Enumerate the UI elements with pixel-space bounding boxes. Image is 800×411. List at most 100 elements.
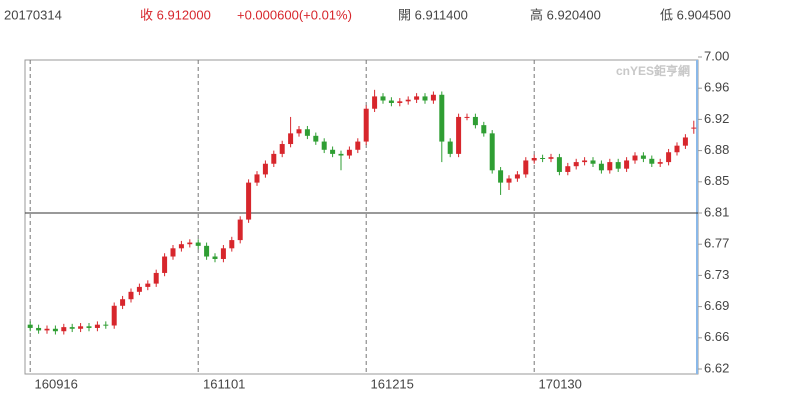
candle-body xyxy=(540,157,546,159)
x-tick-label: 161101 xyxy=(203,376,245,391)
candle-body xyxy=(439,94,445,142)
candle-body xyxy=(632,155,638,161)
candle-body xyxy=(615,162,621,169)
candle-body xyxy=(691,127,697,129)
y-tick-label: 6.69 xyxy=(704,298,729,313)
candle-body xyxy=(506,178,512,183)
header-close: 收 6.912000 xyxy=(140,7,211,22)
candle-body xyxy=(304,129,310,136)
candle-body xyxy=(195,242,201,246)
candle-body xyxy=(330,149,336,154)
y-tick-label: 6.92 xyxy=(704,111,729,126)
candle-body xyxy=(649,158,655,164)
candle-body xyxy=(657,162,663,164)
candle-body xyxy=(447,141,453,154)
watermark: cnYES鉅亨網 xyxy=(616,63,690,78)
y-tick-label: 6.85 xyxy=(704,173,729,188)
candle-body xyxy=(472,116,478,126)
candle-body xyxy=(372,96,378,109)
candle-body xyxy=(237,219,243,241)
candle-body xyxy=(78,326,84,329)
candle-body xyxy=(380,96,386,101)
candle-body xyxy=(162,256,168,273)
candle-body xyxy=(363,108,369,142)
candle-body xyxy=(212,256,218,259)
candle-body xyxy=(456,116,462,154)
candle-body xyxy=(220,248,226,259)
candle-body xyxy=(582,160,588,163)
candle-body xyxy=(204,245,210,257)
candle-body xyxy=(321,141,327,150)
candle-body xyxy=(86,326,92,328)
candle-body xyxy=(94,324,100,328)
candle-body xyxy=(36,327,42,331)
candle-body xyxy=(69,327,75,329)
candle-body xyxy=(271,153,277,164)
y-tick-label: 6.96 xyxy=(704,80,729,95)
candle-body xyxy=(666,152,672,163)
candle-body xyxy=(422,96,428,101)
candle-body xyxy=(481,125,487,134)
candle-body xyxy=(531,157,537,161)
candle-body xyxy=(607,162,613,171)
candle-body xyxy=(598,163,604,171)
candle-body xyxy=(254,174,260,183)
y-tick-label: 6.73 xyxy=(704,267,729,282)
candle-body xyxy=(590,160,596,164)
candle-body xyxy=(153,272,159,284)
candle-body xyxy=(674,145,680,153)
candle-body xyxy=(296,129,302,134)
header-change: +0.000600(+0.01%) xyxy=(237,7,352,22)
candle-body xyxy=(498,170,504,183)
candle-body xyxy=(52,328,58,332)
candle-body xyxy=(464,116,470,118)
header-high: 高 6.920400 xyxy=(530,7,601,22)
candle-body xyxy=(288,133,294,145)
candle-body xyxy=(514,174,520,179)
candle-body xyxy=(103,324,109,326)
candle-body xyxy=(573,162,579,167)
candle-body xyxy=(128,291,134,300)
candle-body xyxy=(548,157,554,159)
y-tick-label: 6.88 xyxy=(704,142,729,157)
x-tick-label: 170130 xyxy=(539,376,582,391)
candle-body xyxy=(640,155,646,159)
candle-body xyxy=(120,299,126,306)
candle-body xyxy=(246,182,252,220)
candle-body xyxy=(624,160,630,169)
candle-body xyxy=(170,248,176,257)
plot-frame xyxy=(24,59,699,375)
candle-body xyxy=(313,135,319,142)
header-low: 低 6.904500 xyxy=(660,7,731,22)
header-date: 20170314 xyxy=(4,7,62,22)
candle-body xyxy=(346,149,352,156)
candle-body xyxy=(178,244,184,249)
x-tick-label: 161215 xyxy=(371,376,414,391)
candle-body xyxy=(565,166,571,172)
candle-body xyxy=(279,144,285,154)
candle-body xyxy=(523,160,529,175)
candle-body xyxy=(136,286,142,292)
candle-body xyxy=(489,133,495,171)
candle-body xyxy=(27,324,33,328)
candle-body xyxy=(397,101,403,103)
header-open: 開 6.911400 xyxy=(398,7,468,22)
y-tick-label: 6.66 xyxy=(704,329,729,344)
candle-body xyxy=(44,328,50,331)
candle-body xyxy=(414,96,420,100)
candle-body xyxy=(145,283,151,287)
y-tick-label: 7.00 xyxy=(704,48,729,63)
x-tick-label: 160916 xyxy=(35,376,78,391)
candle-body xyxy=(556,157,562,172)
candle-body xyxy=(355,141,361,150)
candle-body xyxy=(388,100,394,103)
candle-body xyxy=(682,137,688,146)
candle-body xyxy=(61,327,67,332)
y-tick-label: 6.77 xyxy=(704,236,729,251)
y-tick-label: 6.62 xyxy=(704,360,729,375)
candle-body xyxy=(338,153,344,156)
candle-body xyxy=(229,240,235,249)
candle-body xyxy=(187,242,193,245)
